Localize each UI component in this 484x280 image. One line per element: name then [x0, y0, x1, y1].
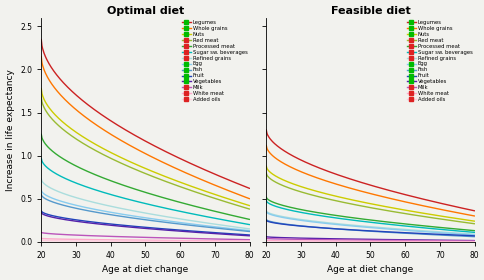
- Title: Optimal diet: Optimal diet: [106, 6, 184, 16]
- X-axis label: Age at diet change: Age at diet change: [102, 265, 188, 274]
- Legend: Legumes, Whole grains, Nuts, Red meat, Processed meat, Sugar sw. beverages, Refi: Legumes, Whole grains, Nuts, Red meat, P…: [405, 19, 472, 103]
- Title: Feasible diet: Feasible diet: [330, 6, 409, 16]
- X-axis label: Age at diet change: Age at diet change: [327, 265, 413, 274]
- Y-axis label: Increase in life expectancy: Increase in life expectancy: [5, 69, 15, 191]
- Legend: Legumes, Whole grains, Nuts, Red meat, Processed meat, Sugar sw. beverages, Refi: Legumes, Whole grains, Nuts, Red meat, P…: [180, 19, 248, 103]
